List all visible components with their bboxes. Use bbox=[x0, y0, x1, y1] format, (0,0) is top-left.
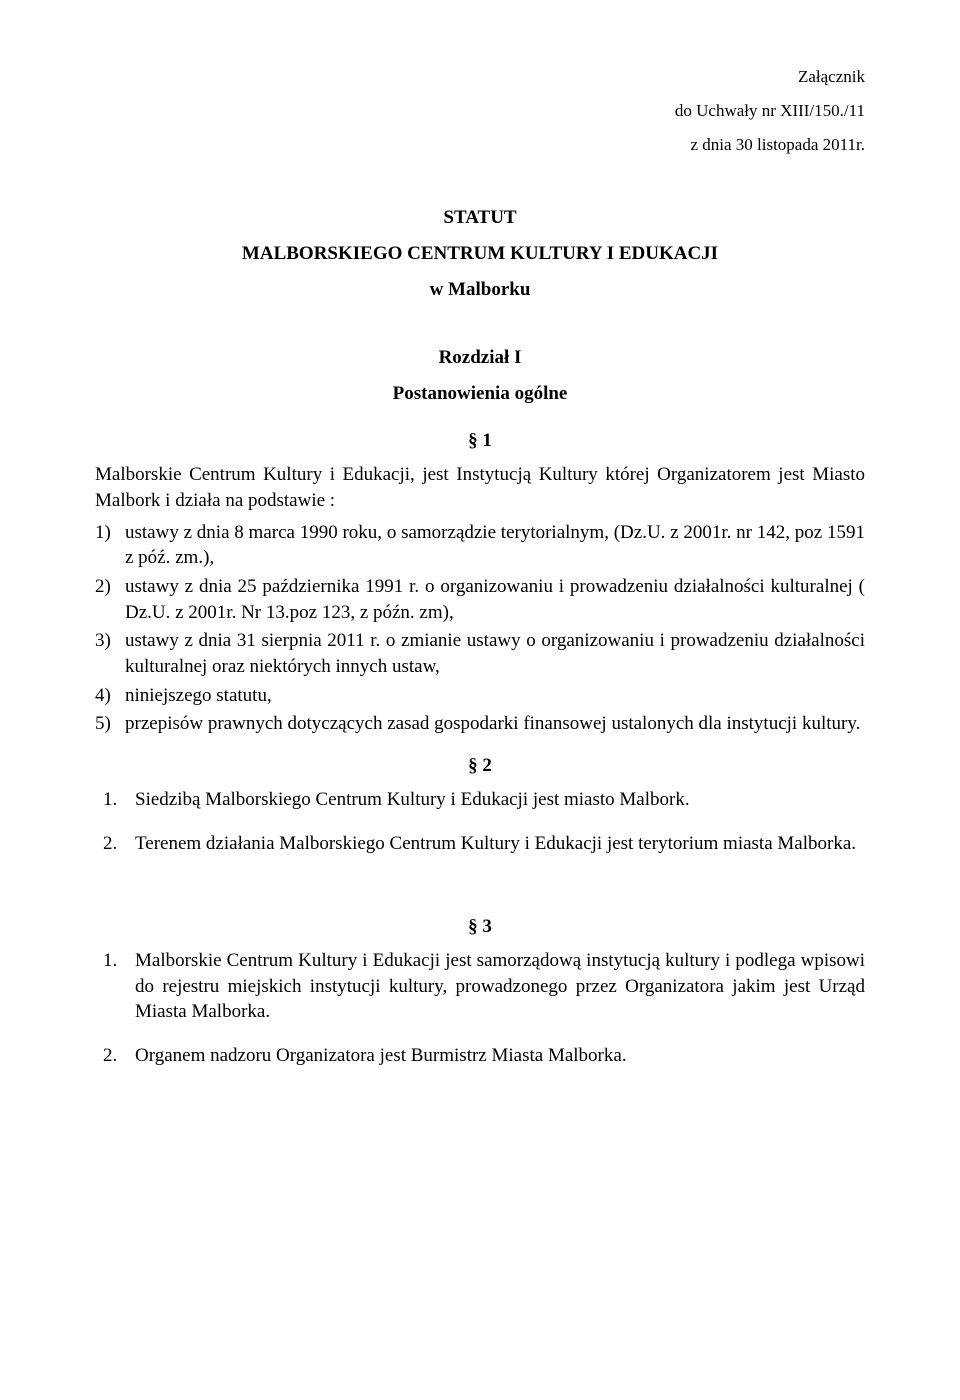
section-2-number: § 2 bbox=[95, 755, 865, 777]
list-item: 4) niniejszego statutu, bbox=[95, 683, 865, 709]
resolution-number: do Uchwały nr XIII/150./11 bbox=[95, 94, 865, 128]
list-item: 2. Terenem działania Malborskiego Centru… bbox=[95, 831, 865, 857]
list-text: Siedzibą Malborskiego Centrum Kultury i … bbox=[135, 787, 865, 813]
list-item: 2. Organem nadzoru Organizatora jest Bur… bbox=[95, 1043, 865, 1069]
document-title: STATUT MALBORSKIEGO CENTRUM KULTURY I ED… bbox=[95, 200, 865, 308]
list-number: 1. bbox=[95, 948, 135, 1025]
list-number: 1) bbox=[95, 520, 125, 571]
list-text: ustawy z dnia 8 marca 1990 roku, o samor… bbox=[125, 520, 865, 571]
chapter-heading: Rozdział I Postanowienia ogólne bbox=[95, 340, 865, 412]
list-text: ustawy z dnia 25 października 1991 r. o … bbox=[125, 574, 865, 625]
section-3: § 3 1. Malborskie Centrum Kultury i Eduk… bbox=[95, 916, 865, 1069]
resolution-date: z dnia 30 listopada 2011r. bbox=[95, 128, 865, 162]
section-3-list: 1. Malborskie Centrum Kultury i Edukacji… bbox=[95, 948, 865, 1069]
list-number: 2. bbox=[95, 1043, 135, 1069]
section-2-list: 1. Siedzibą Malborskiego Centrum Kultury… bbox=[95, 787, 865, 856]
attachment-label: Załącznik bbox=[95, 60, 865, 94]
list-item: 5) przepisów prawnych dotyczących zasad … bbox=[95, 711, 865, 737]
section-1-list: 1) ustawy z dnia 8 marca 1990 roku, o sa… bbox=[95, 520, 865, 737]
section-1-intro: Malborskie Centrum Kultury i Edukacji, j… bbox=[95, 462, 865, 513]
list-item: 1) ustawy z dnia 8 marca 1990 roku, o sa… bbox=[95, 520, 865, 571]
list-text: ustawy z dnia 31 sierpnia 2011 r. o zmia… bbox=[125, 628, 865, 679]
list-text: przepisów prawnych dotyczących zasad gos… bbox=[125, 711, 865, 737]
list-number: 2. bbox=[95, 831, 135, 857]
list-text: Terenem działania Malborskiego Centrum K… bbox=[135, 831, 865, 857]
list-number: 5) bbox=[95, 711, 125, 737]
list-item: 1. Malborskie Centrum Kultury i Edukacji… bbox=[95, 948, 865, 1025]
list-number: 4) bbox=[95, 683, 125, 709]
title-line-3: w Malborku bbox=[95, 272, 865, 308]
list-number: 1. bbox=[95, 787, 135, 813]
title-line-2: MALBORSKIEGO CENTRUM KULTURY I EDUKACJI bbox=[95, 236, 865, 272]
title-line-1: STATUT bbox=[95, 200, 865, 236]
list-text: niniejszego statutu, bbox=[125, 683, 865, 709]
header-block: Załącznik do Uchwały nr XIII/150./11 z d… bbox=[95, 60, 865, 162]
list-text: Organem nadzoru Organizatora jest Burmis… bbox=[135, 1043, 865, 1069]
chapter-subheading: Postanowienia ogólne bbox=[95, 376, 865, 412]
list-item: 3) ustawy z dnia 31 sierpnia 2011 r. o z… bbox=[95, 628, 865, 679]
list-number: 3) bbox=[95, 628, 125, 679]
page: Załącznik do Uchwały nr XIII/150./11 z d… bbox=[0, 0, 960, 1400]
list-text: Malborskie Centrum Kultury i Edukacji je… bbox=[135, 948, 865, 1025]
list-number: 2) bbox=[95, 574, 125, 625]
list-item: 2) ustawy z dnia 25 października 1991 r.… bbox=[95, 574, 865, 625]
section-1-number: § 1 bbox=[95, 430, 865, 452]
section-3-number: § 3 bbox=[95, 916, 865, 938]
list-item: 1. Siedzibą Malborskiego Centrum Kultury… bbox=[95, 787, 865, 813]
chapter-number: Rozdział I bbox=[95, 340, 865, 376]
